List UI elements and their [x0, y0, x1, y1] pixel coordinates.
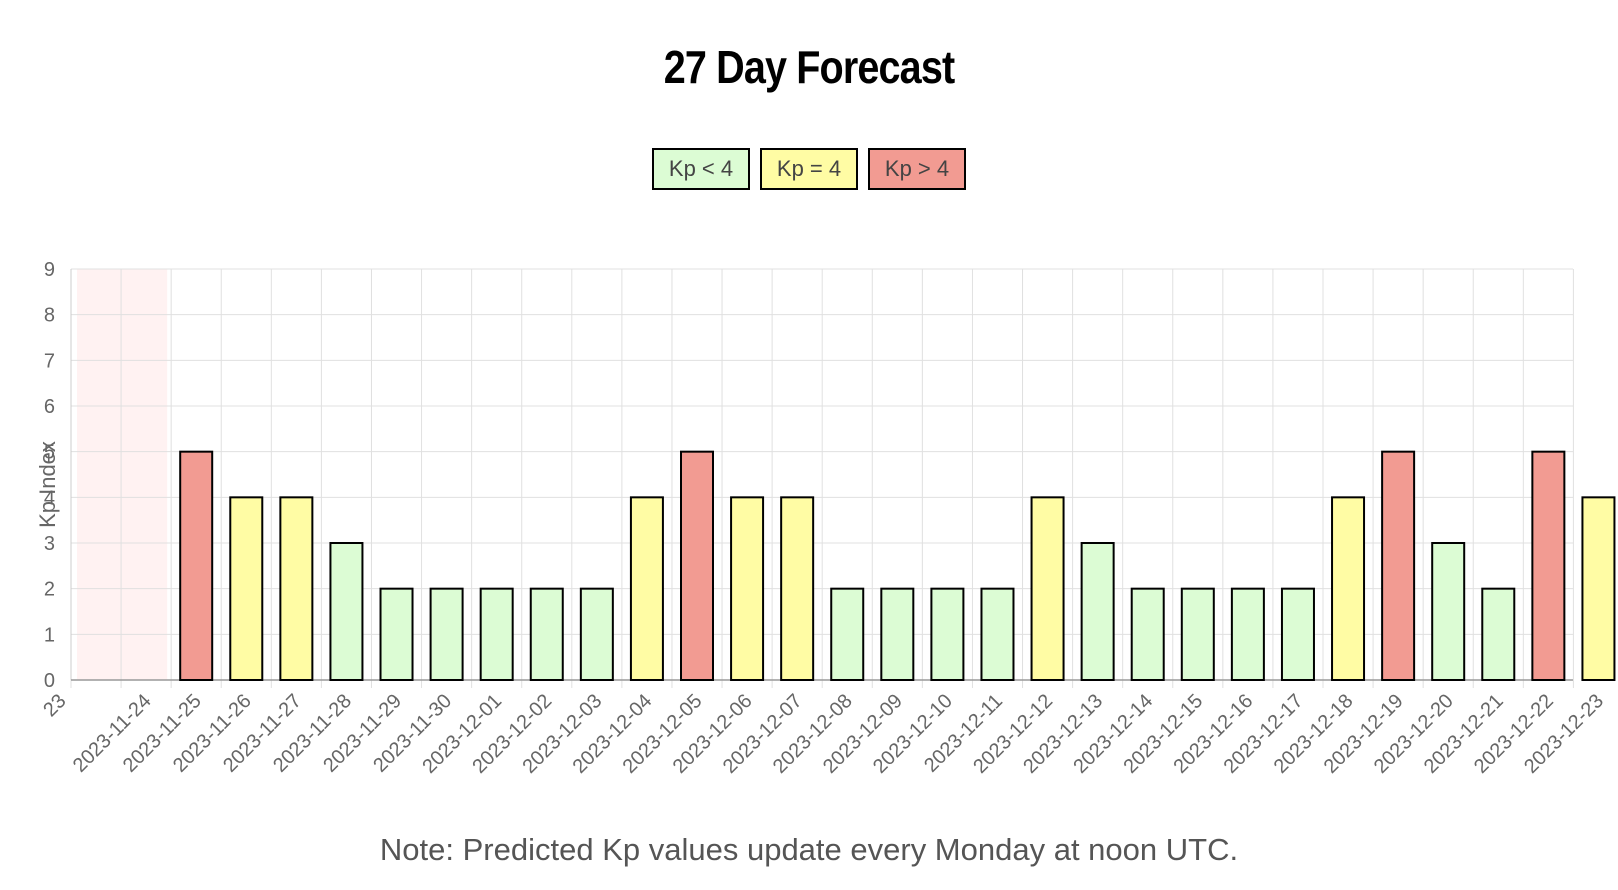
bar-2023-12-13 [1080, 542, 1115, 681]
y-tick-label: 6 [44, 396, 55, 418]
bar-2023-12-07 [780, 496, 815, 682]
y-tick-label: 4 [44, 487, 55, 509]
bar-2023-12-14 [1130, 587, 1165, 681]
legend-kp-below-4[interactable]: Kp < 4 [652, 148, 750, 190]
bar-2023-12-03 [579, 587, 614, 681]
bar-2023-11-29 [379, 587, 414, 681]
y-tick-label: 0 [44, 670, 55, 692]
bar-2023-12-16 [1230, 587, 1265, 681]
chart-title: 27 Day Forecast [663, 41, 955, 93]
bar-2023-12-21 [1481, 587, 1516, 681]
legend-kp-equal-4[interactable]: Kp = 4 [760, 148, 858, 190]
partial-slot-shade [77, 269, 168, 680]
y-tick-label: 8 [44, 305, 55, 327]
bar-2023-12-22 [1531, 450, 1566, 681]
bar-2023-11-25 [179, 450, 214, 681]
bar-2023-11-28 [329, 542, 364, 681]
bar-2023-12-19 [1381, 450, 1416, 681]
bar-2023-12-17 [1280, 587, 1315, 681]
bar-2023-12-23 [1581, 496, 1616, 682]
y-tick-label: 9 [44, 259, 55, 281]
y-tick-label: 7 [44, 350, 55, 372]
legend: Kp < 4 Kp = 4 Kp > 4 [0, 148, 1618, 190]
bar-2023-12-05 [680, 450, 714, 681]
x-tick-label-partial: 23 [39, 690, 70, 721]
bar-2023-12-15 [1180, 587, 1215, 681]
bar-2023-12-11 [980, 587, 1015, 681]
bar-2023-11-27 [279, 496, 314, 682]
bar-2023-11-26 [229, 496, 264, 682]
footnote: Note: Predicted Kp values update every M… [379, 832, 1239, 867]
bar-2023-12-08 [830, 587, 865, 681]
bar-2023-11-30 [429, 587, 464, 681]
y-tick-label: 2 [44, 579, 55, 601]
bar-2023-12-18 [1331, 496, 1366, 682]
legend-kp-above-4[interactable]: Kp > 4 [868, 148, 966, 190]
y-tick-label: 3 [44, 533, 55, 555]
bar-2023-12-06 [730, 496, 765, 682]
bar-2023-12-12 [1030, 496, 1065, 682]
bar-2023-12-10 [930, 587, 965, 681]
y-tick-label: 1 [44, 624, 55, 646]
bar-2023-12-02 [529, 587, 564, 681]
bar-2023-12-09 [880, 587, 915, 681]
y-tick-label: 5 [44, 442, 55, 464]
y-axis-label: Kp Index [35, 441, 60, 528]
bar-2023-12-01 [479, 587, 514, 681]
bar-2023-12-20 [1431, 542, 1466, 681]
bar-2023-12-04 [629, 496, 664, 682]
